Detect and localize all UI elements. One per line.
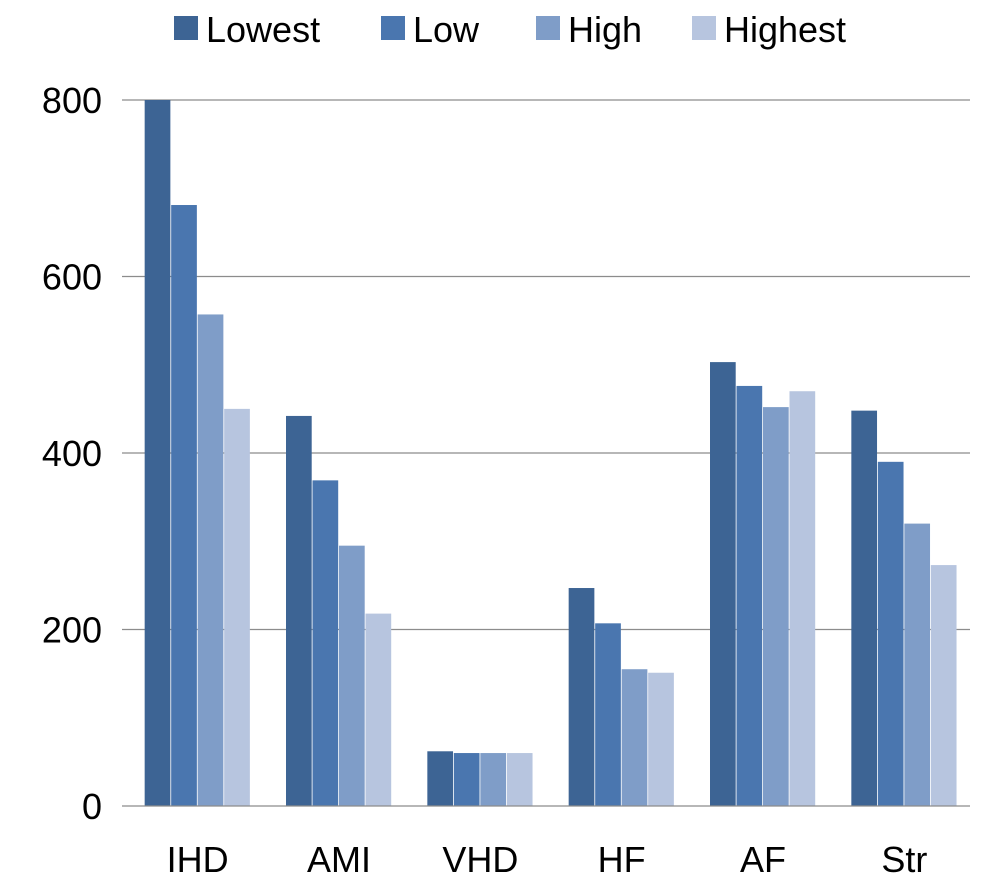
legend-item-highest: Highest <box>692 9 846 50</box>
bar-lowest-af <box>710 362 736 806</box>
legend-label: High <box>568 9 642 50</box>
bar-highest-ihd <box>224 408 250 806</box>
legend-label: Lowest <box>206 9 320 50</box>
bar-highest-hf <box>648 672 674 806</box>
x-tick-label: AF <box>740 839 786 875</box>
gridlines <box>122 99 970 631</box>
y-tick-label: 400 <box>42 433 102 474</box>
bar-high-hf <box>621 669 648 806</box>
x-tick-label: Str <box>881 839 927 875</box>
legend: Lowest Low High Highest <box>174 9 846 50</box>
legend-label: Low <box>413 9 480 50</box>
bar-high-str <box>904 523 931 806</box>
bar-lowest-str <box>851 410 878 806</box>
x-tick-label: IHD <box>167 839 229 875</box>
y-tick-label: 200 <box>42 610 102 651</box>
bar-highest-af <box>789 391 816 806</box>
bar-high-af <box>763 407 789 806</box>
y-tick-label: 600 <box>42 257 102 298</box>
bar-high-ihd <box>197 314 224 806</box>
bar-lowest-ami <box>286 415 312 806</box>
legend-label: Highest <box>724 9 846 50</box>
bars <box>144 100 957 806</box>
legend-item-lowest: Lowest <box>174 9 320 50</box>
legend-item-high: High <box>536 9 642 50</box>
bar-low-ami <box>312 480 339 806</box>
bar-highest-vhd <box>506 753 533 806</box>
y-tick-label: 800 <box>42 80 102 121</box>
y-tick-label: 0 <box>82 786 102 827</box>
x-tick-label: HF <box>598 839 646 875</box>
bar-high-ami <box>339 545 365 806</box>
bar-lowest-ihd <box>144 100 171 806</box>
x-tick-label: AMI <box>307 839 371 875</box>
bar-low-str <box>877 461 904 806</box>
bar-lowest-vhd <box>427 751 454 806</box>
bar-low-hf <box>595 623 621 806</box>
x-tick-label: VHD <box>442 839 518 875</box>
legend-swatch <box>381 16 405 40</box>
legend-swatch <box>536 16 560 40</box>
y-axis: 0 200 400 600 800 <box>42 80 102 827</box>
legend-swatch <box>174 16 198 40</box>
legend-item-low: Low <box>381 9 480 50</box>
bar-highest-str <box>930 565 957 806</box>
bar-high-vhd <box>480 753 507 806</box>
bar-low-ihd <box>171 205 197 806</box>
bar-highest-ami <box>365 613 392 806</box>
legend-swatch <box>692 16 716 40</box>
bar-lowest-hf <box>568 588 595 806</box>
x-axis: IHD AMI VHD HF AF Str <box>167 839 928 880</box>
bar-low-vhd <box>453 753 480 806</box>
bar-low-af <box>736 385 763 806</box>
